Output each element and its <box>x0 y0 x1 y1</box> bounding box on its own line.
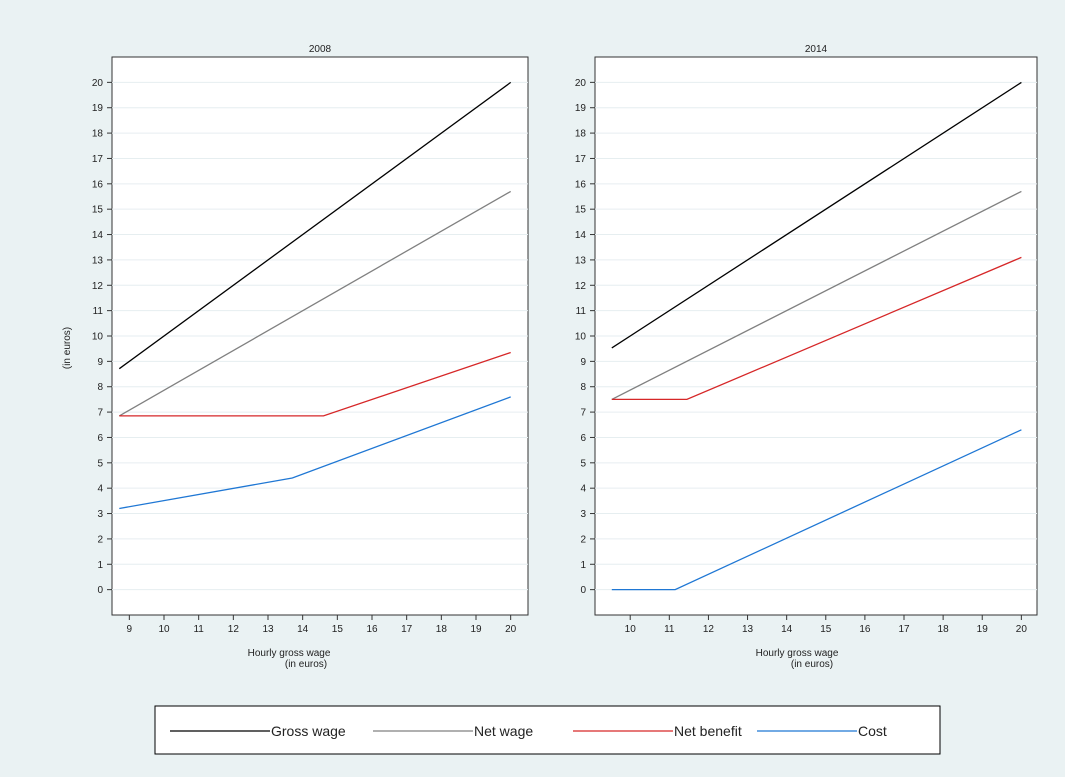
series-line-gross-wage <box>118 81 512 370</box>
y-tick-label: 17 <box>575 154 587 165</box>
series-line-net-benefit <box>611 256 1022 401</box>
y-axis-title: (in euros) <box>62 327 73 369</box>
y-tick-label: 15 <box>92 205 104 216</box>
legend-label-gross-wage: Gross wage <box>271 723 346 739</box>
y-tick-label: 12 <box>92 281 104 292</box>
y-tick-label: 2 <box>580 534 586 545</box>
legend-label-cost: Cost <box>858 723 887 739</box>
y-tick-label: 20 <box>575 78 587 89</box>
x-tick-label: 13 <box>742 624 754 635</box>
x-tick-label: 9 <box>127 624 133 635</box>
x-tick-label: 16 <box>366 624 378 635</box>
legend-label-net-benefit: Net benefit <box>674 723 742 739</box>
x-axis-title-line1: Hourly gross wage <box>756 648 839 659</box>
y-tick-label: 6 <box>97 433 103 444</box>
y-tick-label: 4 <box>580 484 586 495</box>
x-tick-label: 12 <box>228 624 240 635</box>
y-tick-label: 4 <box>97 484 103 495</box>
x-axis: 10 11 12 13 14 15 16 17 18 19 20 <box>625 615 1028 635</box>
series-line-cost <box>119 396 511 510</box>
y-tick-label: 11 <box>93 306 104 317</box>
legend-label-net-wage: Net wage <box>474 723 533 739</box>
y-tick-label: 16 <box>575 179 587 190</box>
x-tick-label: 18 <box>436 624 448 635</box>
legend-box <box>154 705 941 755</box>
x-tick-label: 11 <box>193 624 204 635</box>
x-tick-label: 15 <box>820 624 832 635</box>
y-tick-label: 13 <box>92 255 104 266</box>
y-tick-label: 12 <box>575 281 587 292</box>
x-tick-label: 10 <box>625 624 637 635</box>
grid-lines <box>112 81 528 591</box>
y-tick-label: 3 <box>97 509 103 520</box>
x-tick-label: 12 <box>703 624 715 635</box>
x-axis-title-line2: (in euros) <box>791 659 833 670</box>
x-axis: 9 10 11 12 13 14 15 16 17 18 19 20 <box>127 615 517 635</box>
grid-lines <box>595 81 1037 591</box>
y-tick-label: 17 <box>92 154 104 165</box>
y-tick-label: 5 <box>580 458 586 469</box>
y-tick-label: 10 <box>575 332 587 343</box>
y-tick-label: 9 <box>580 357 586 368</box>
x-tick-label: 17 <box>401 624 413 635</box>
y-tick-label: 1 <box>97 560 103 571</box>
y-tick-label: 18 <box>92 129 104 140</box>
x-tick-label: 20 <box>1016 624 1028 635</box>
y-tick-label: 5 <box>97 458 103 469</box>
x-tick-label: 13 <box>262 624 274 635</box>
y-tick-label: 6 <box>580 433 586 444</box>
y-tick-label: 7 <box>97 408 103 419</box>
series-line-gross-wage <box>611 81 1022 349</box>
x-tick-label: 17 <box>898 624 910 635</box>
y-tick-label: 0 <box>97 585 103 596</box>
y-tick-label: 16 <box>92 179 104 190</box>
x-tick-label: 14 <box>781 624 793 635</box>
x-tick-label: 16 <box>859 624 871 635</box>
y-tick-label: 20 <box>92 78 104 89</box>
panel-title: 2008 <box>309 44 332 55</box>
y-tick-label: 19 <box>575 103 587 114</box>
y-tick-label: 3 <box>580 509 586 520</box>
y-tick-label: 14 <box>92 230 104 241</box>
series-lines <box>118 81 512 510</box>
y-tick-label: 18 <box>575 129 587 140</box>
y-tick-label: 0 <box>580 585 586 596</box>
x-tick-label: 14 <box>297 624 309 635</box>
y-tick-label: 2 <box>97 534 103 545</box>
series-line-net-wage <box>118 190 512 417</box>
x-tick-label: 20 <box>505 624 517 635</box>
x-tick-label: 15 <box>332 624 344 635</box>
legend: Gross wage Net wage Net benefit Cost <box>154 705 941 755</box>
y-tick-label: 8 <box>97 382 103 393</box>
y-tick-label: 7 <box>580 408 586 419</box>
y-tick-label: 11 <box>576 306 587 317</box>
x-tick-label: 11 <box>664 624 675 635</box>
y-tick-label: 15 <box>575 205 587 216</box>
x-tick-label: 19 <box>470 624 482 635</box>
x-tick-label: 18 <box>938 624 950 635</box>
y-tick-label: 10 <box>92 332 104 343</box>
x-tick-label: 10 <box>158 624 170 635</box>
y-tick-label: 13 <box>575 255 587 266</box>
series-line-net-benefit <box>119 351 511 417</box>
series-lines <box>611 81 1022 591</box>
series-line-net-wage <box>611 190 1022 400</box>
x-tick-label: 19 <box>977 624 989 635</box>
y-tick-label: 8 <box>580 382 586 393</box>
x-axis-title-line1: Hourly gross wage <box>248 648 331 659</box>
y-tick-label: 1 <box>580 560 586 571</box>
series-line-cost <box>611 429 1022 591</box>
y-tick-label: 14 <box>575 230 587 241</box>
panel-title: 2014 <box>805 44 828 55</box>
y-tick-label: 19 <box>92 103 104 114</box>
x-axis-title-line2: (in euros) <box>285 659 327 670</box>
y-tick-label: 9 <box>97 357 103 368</box>
